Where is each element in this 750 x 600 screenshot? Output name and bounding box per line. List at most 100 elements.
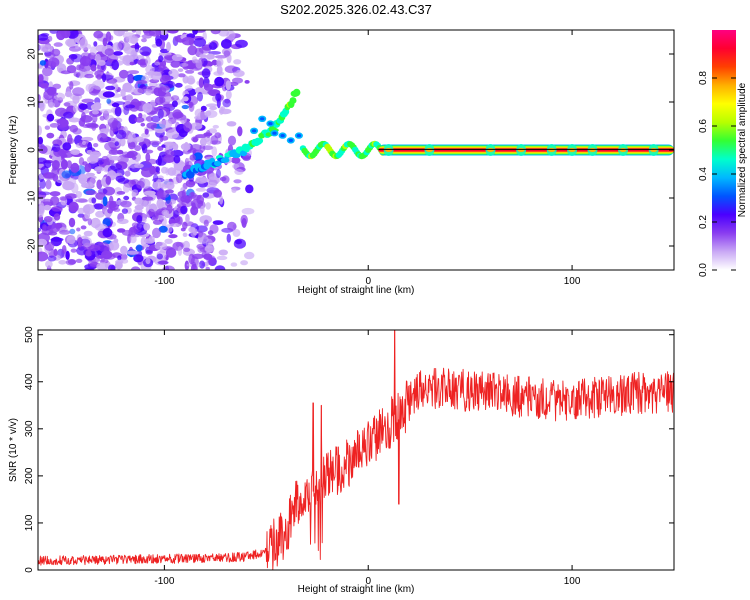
snr-y-ticks: 0 100 200 300 400 500 [24, 326, 674, 573]
spectrogram-cell [38, 251, 49, 262]
spectrogram-cell [143, 200, 148, 208]
spectrogram-cell [76, 64, 81, 71]
spectrogram-cell [183, 247, 191, 252]
spectrogram-cell [208, 176, 220, 186]
spectrogram-cell [134, 55, 145, 60]
spectrogram-cell [72, 87, 85, 97]
spectrogram-cell [195, 59, 203, 69]
spectrogram-cell [182, 96, 189, 102]
spectrogram-cell [96, 262, 109, 270]
spectrogram-cell [147, 208, 155, 216]
spectrogram-cell [85, 190, 97, 196]
spectrogram-cell [102, 196, 108, 207]
spectrogram-cell [207, 90, 217, 95]
spectrogram-cell [218, 108, 232, 115]
spectrogram-cell [40, 83, 49, 89]
spectrogram-cell [200, 205, 205, 215]
spectrogram-trace-cell [280, 134, 285, 138]
spectrogram-cell [131, 155, 137, 160]
spectrogram-cell [56, 178, 69, 184]
spectrogram-cell [201, 251, 207, 258]
spectrogram-cell [199, 54, 208, 58]
spectrogram-cell [199, 137, 207, 146]
spectrogram-cell [38, 211, 44, 218]
spectrogram-cell [134, 163, 144, 169]
spectrogram-cell [50, 196, 60, 206]
spectrogram-cell [170, 149, 184, 157]
spectrogram-cell [214, 55, 228, 59]
spectrogram-cell [92, 110, 99, 115]
spectrogram-cell [97, 241, 110, 252]
spectrogram-cell [167, 30, 179, 34]
spectrogram-cell [86, 155, 99, 164]
spectrogram-cell [172, 143, 179, 151]
spectrogram-cell [219, 195, 224, 205]
spectrogram-cell [46, 113, 55, 122]
spectrogram-cell [135, 244, 143, 252]
spectrogram-cell [96, 179, 103, 190]
spectrogram-cell [205, 266, 210, 270]
spectrogram-cell [134, 116, 145, 123]
spectrogram-cell [227, 135, 237, 146]
spectrogram-cell [148, 30, 162, 37]
spectrogram-cell [205, 103, 218, 108]
spectrogram-cell [51, 166, 58, 171]
spectrogram-cell [51, 143, 61, 153]
spectrogram-cell [134, 145, 142, 152]
spectrogram-cell [93, 41, 98, 47]
spectrogram-y-ticks: -20 -10 0 10 20 [27, 48, 674, 253]
spectrogram-cell [182, 232, 188, 237]
spectrogram-cell [127, 70, 140, 75]
spectrogram-cell [72, 105, 78, 113]
spectrogram-cell [143, 223, 151, 231]
spectrogram-trace-cell [288, 138, 293, 142]
spectrogram-cell [173, 113, 187, 121]
colorbar-ticks: 0.0 0.2 0.4 0.6 0.8 [698, 71, 736, 277]
spectrogram-cell [86, 149, 93, 155]
spectrogram-cell [197, 230, 203, 238]
spectrogram-cell [54, 222, 63, 229]
spectrogram-cell [233, 59, 242, 65]
spectrogram-cell [177, 246, 183, 256]
spectrogram-cell [195, 187, 207, 192]
spectrogram-cell [204, 110, 218, 118]
spectrogram-cell [109, 163, 123, 171]
spectrogram-line-cell [548, 148, 556, 152]
spectrogram-cell [99, 109, 113, 114]
spectrogram-cell [65, 259, 76, 266]
spectrogram-cell [244, 251, 255, 260]
figure-title: S202.2025.326.02.43.C37 [280, 2, 432, 17]
spectrogram-cell [164, 238, 173, 244]
spectrogram-cell [173, 210, 179, 218]
colorbar-tick-label: 0.6 [698, 119, 709, 133]
spectrogram-cell [216, 255, 228, 261]
spectrogram-y-tick-label: 0 [27, 147, 38, 153]
spectrogram-cell [118, 69, 129, 79]
spectrogram-cell [226, 233, 231, 243]
spectrogram-cell [157, 108, 164, 119]
spectrogram-line-cell [650, 148, 658, 152]
snr-y-tick-label: 500 [24, 326, 35, 343]
spectrogram-cell [94, 70, 105, 77]
spectrogram-cell [157, 190, 170, 199]
spectrogram-cell [197, 91, 203, 102]
spectrogram-cell [199, 215, 212, 224]
spectrogram-cell [226, 121, 237, 127]
spectrogram-cell [114, 141, 120, 146]
spectrogram-cell [179, 63, 189, 67]
snr-x-tick-label: -100 [154, 576, 174, 587]
spectrogram-cell [181, 36, 195, 46]
spectrogram-cell [183, 221, 194, 227]
spectrogram-cell [53, 213, 61, 221]
snr-line [38, 330, 674, 570]
spectrogram-cell [205, 238, 213, 249]
spectrogram-cell [46, 132, 55, 139]
spectrogram-x-tick-label: 100 [564, 276, 581, 287]
spectrogram-cell [38, 136, 44, 145]
spectrogram-cell [230, 157, 241, 164]
spectrogram-cell [158, 55, 164, 63]
spectrogram-cell [218, 249, 228, 256]
spectrogram-cell [109, 240, 120, 251]
spectrogram-cell [165, 200, 172, 207]
